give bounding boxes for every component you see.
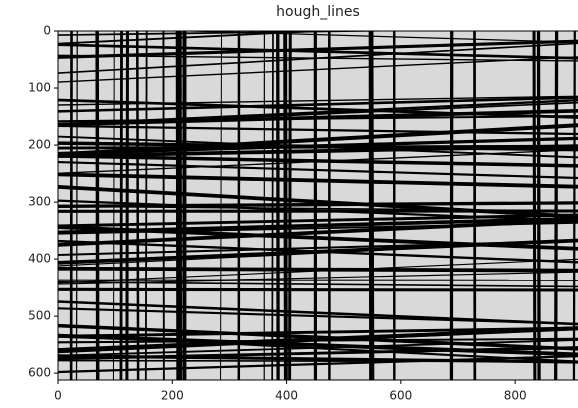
hough-line [119, 31, 123, 380]
hough-line [58, 184, 578, 219]
hough-line [572, 31, 576, 380]
y-tick-label: 100 [28, 81, 51, 95]
hough-line [58, 56, 578, 83]
image-area [58, 31, 578, 380]
hough-line [58, 280, 578, 288]
hough-line [58, 266, 578, 273]
hough-line [58, 326, 578, 338]
hough-line [136, 31, 140, 380]
hough-line [144, 31, 148, 380]
hough-line [175, 31, 181, 380]
hough-line [170, 31, 578, 43]
hough-line [58, 201, 578, 208]
hough-line [75, 31, 78, 380]
x-tick-label: 400 [275, 389, 298, 403]
hough-line [58, 123, 578, 157]
hough-line [58, 124, 578, 136]
y-tick-label: 500 [28, 309, 51, 323]
x-tick-label: 0 [54, 389, 62, 403]
hough-line [58, 39, 578, 59]
hough-line [58, 333, 578, 357]
hough-line [112, 31, 115, 380]
x-tick-label: 800 [504, 389, 527, 403]
hough-line [271, 31, 274, 380]
hough-line [220, 31, 223, 380]
y-tick-label: 200 [28, 138, 51, 152]
hough-line [554, 31, 559, 380]
hough-line [58, 258, 578, 284]
hough-line [58, 31, 422, 36]
hough-line [58, 149, 578, 175]
hough-line [371, 31, 375, 380]
hough-line [95, 31, 100, 380]
hough-line [58, 160, 578, 180]
hough-line [58, 337, 578, 344]
hough-line [58, 42, 578, 74]
hough-line [58, 300, 578, 326]
hough-line [58, 238, 578, 265]
chart-title: hough_lines [276, 4, 360, 20]
hough-line [58, 354, 578, 374]
hough-line [125, 31, 130, 380]
y-tick-label: 600 [28, 366, 51, 380]
x-tick-label: 200 [161, 389, 184, 403]
hough-line [58, 43, 578, 60]
hough-line [58, 287, 578, 292]
y-tick-label: 400 [28, 252, 51, 266]
hough-line [58, 222, 578, 235]
hough-line [532, 31, 537, 380]
hough-line [58, 339, 578, 357]
hough-line [58, 172, 578, 189]
y-tick-label: 300 [28, 195, 51, 209]
hough-line [58, 96, 578, 113]
hough-line [58, 95, 578, 106]
x-tick-label: 600 [389, 389, 412, 403]
hough-line [58, 359, 578, 363]
hough-line [58, 108, 578, 127]
hough-line [288, 31, 292, 380]
hough-line [58, 326, 578, 353]
y-tick-label: 0 [43, 24, 51, 38]
hough-line [58, 141, 578, 152]
hough-line [536, 31, 541, 380]
hough-line [283, 31, 288, 380]
